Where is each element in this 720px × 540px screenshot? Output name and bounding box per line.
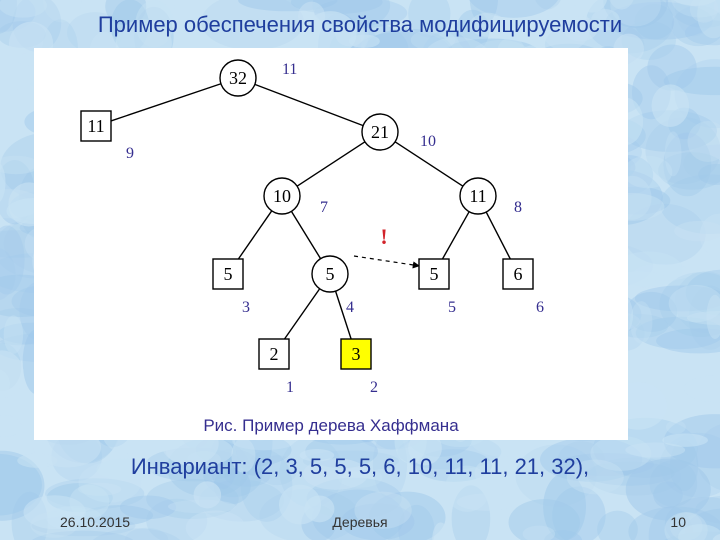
- tree-node-label: 10: [273, 186, 291, 206]
- tree-edge: [255, 84, 363, 125]
- tree-annotation: 11: [282, 61, 297, 78]
- tree-annotation: 9: [126, 145, 134, 162]
- tree-annotation: 4: [346, 299, 354, 316]
- tree-edge: [486, 212, 510, 259]
- tree-edge: [442, 212, 469, 259]
- tree-node-label: 11: [469, 186, 486, 206]
- tree-annotation: 6: [536, 299, 544, 316]
- tree-annotation: 8: [514, 199, 522, 216]
- tree-node-label: 2: [270, 344, 279, 364]
- tree-edge: [285, 289, 320, 339]
- tree-node-label: 5: [224, 264, 233, 284]
- tree-edge: [291, 211, 320, 258]
- slide: Пример обеспечения свойства модифицируем…: [0, 0, 720, 540]
- tree-annotation: 1: [286, 379, 294, 396]
- tree-node-label: 11: [87, 116, 104, 136]
- swap-indicator-arrow: [354, 256, 420, 266]
- tree-edge: [111, 84, 221, 121]
- figure-caption: Рис. Пример дерева Хаффмана: [34, 416, 628, 436]
- tree-annotation: 7: [320, 199, 328, 216]
- tree-node-label: 32: [229, 68, 247, 88]
- figure-panel: 32112110115556231191078345612! Рис. Прим…: [34, 48, 628, 440]
- tree-edge: [238, 211, 271, 259]
- tree-node-label: 5: [430, 264, 439, 284]
- huffman-tree-diagram: 32112110115556231191078345612!: [34, 48, 628, 440]
- tree-edge: [297, 142, 365, 186]
- tree-node-label: 21: [371, 122, 389, 142]
- exclamation-mark: !: [380, 224, 387, 249]
- tree-annotation: 3: [242, 299, 250, 316]
- footer-page-number: 10: [670, 514, 686, 530]
- tree-node-label: 3: [352, 344, 361, 364]
- tree-node-label: 6: [514, 264, 523, 284]
- tree-annotation: 5: [448, 299, 456, 316]
- footer-topic: Деревья: [0, 514, 720, 530]
- invariant-text: Инвариант: (2, 3, 5, 5, 5, 6, 10, 11, 11…: [0, 454, 720, 480]
- tree-annotation: 2: [370, 379, 378, 396]
- tree-node-label: 5: [326, 264, 335, 284]
- slide-title: Пример обеспечения свойства модифицируем…: [0, 12, 720, 38]
- tree-annotation: 10: [420, 133, 436, 150]
